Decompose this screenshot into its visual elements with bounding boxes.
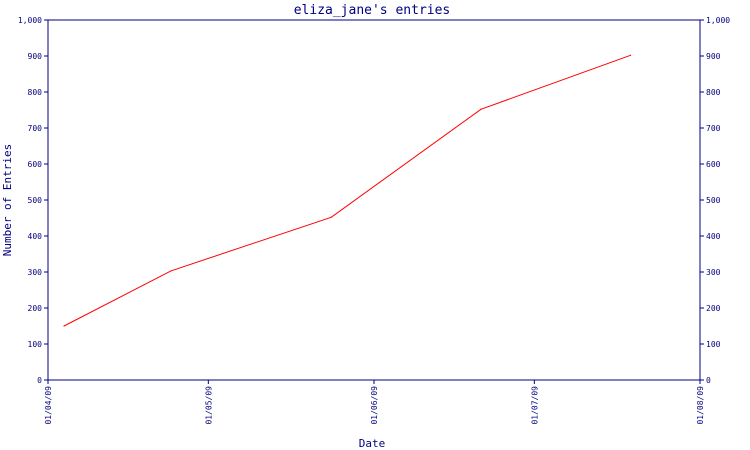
y-tick-label-left: 200 (28, 304, 43, 313)
x-tick-label: 01/07/09 (530, 386, 539, 425)
y-tick-label-right: 1,000 (706, 16, 730, 25)
series-line (63, 54, 631, 327)
x-tick-label: 01/06/09 (370, 386, 379, 425)
y-tick-label-left: 0 (37, 376, 42, 385)
y-axis-ticks: 0 0 100 100 200 200 300 300 400 400 500 500 600 600 70… (18, 16, 730, 385)
y-tick-label-left: 900 (28, 52, 43, 61)
plot-frame (47, 19, 701, 381)
y-tick-label-left: 100 (28, 340, 43, 349)
y-tick-label-right: 600 (706, 160, 721, 169)
y-tick-label-left: 500 (28, 196, 43, 205)
y-tick-label-left: 300 (28, 268, 43, 277)
y-tick-label-left: 400 (28, 232, 43, 241)
y-tick-label-right: 900 (706, 52, 721, 61)
data-point (330, 216, 332, 218)
data-point (63, 325, 65, 327)
y-tick-label-left: 700 (28, 124, 43, 133)
y-tick-label-right: 0 (706, 376, 711, 385)
y-tick-label-right: 300 (706, 268, 721, 277)
x-axis-label: Date (359, 437, 386, 450)
x-tick-label: 01/04/09 (44, 386, 53, 425)
x-tick-label: 01/08/09 (696, 386, 705, 425)
data-point (480, 108, 482, 110)
data-point (629, 54, 632, 56)
y-tick-label-right: 100 (706, 340, 721, 349)
y-tick-label-right: 400 (706, 232, 721, 241)
chart-title: eliza_jane's entries (294, 3, 451, 18)
y-tick-label-right: 200 (706, 304, 721, 313)
data-point (170, 270, 172, 272)
y-tick-label-right: 800 (706, 88, 721, 97)
y-tick-label-right: 500 (706, 196, 721, 205)
x-axis-ticks: 01/04/09 01/05/09 01/06/09 01/07/09 01/08/09 (44, 380, 705, 425)
series-group (63, 54, 632, 327)
y-tick-label-left: 600 (28, 160, 43, 169)
y-axis-label: Number of Entries (1, 144, 14, 257)
y-tick-label-left: 800 (28, 88, 43, 97)
x-tick-label: 01/05/09 (204, 386, 213, 425)
y-tick-label-right: 700 (706, 124, 721, 133)
y-tick-label-left: 1,000 (18, 16, 42, 25)
